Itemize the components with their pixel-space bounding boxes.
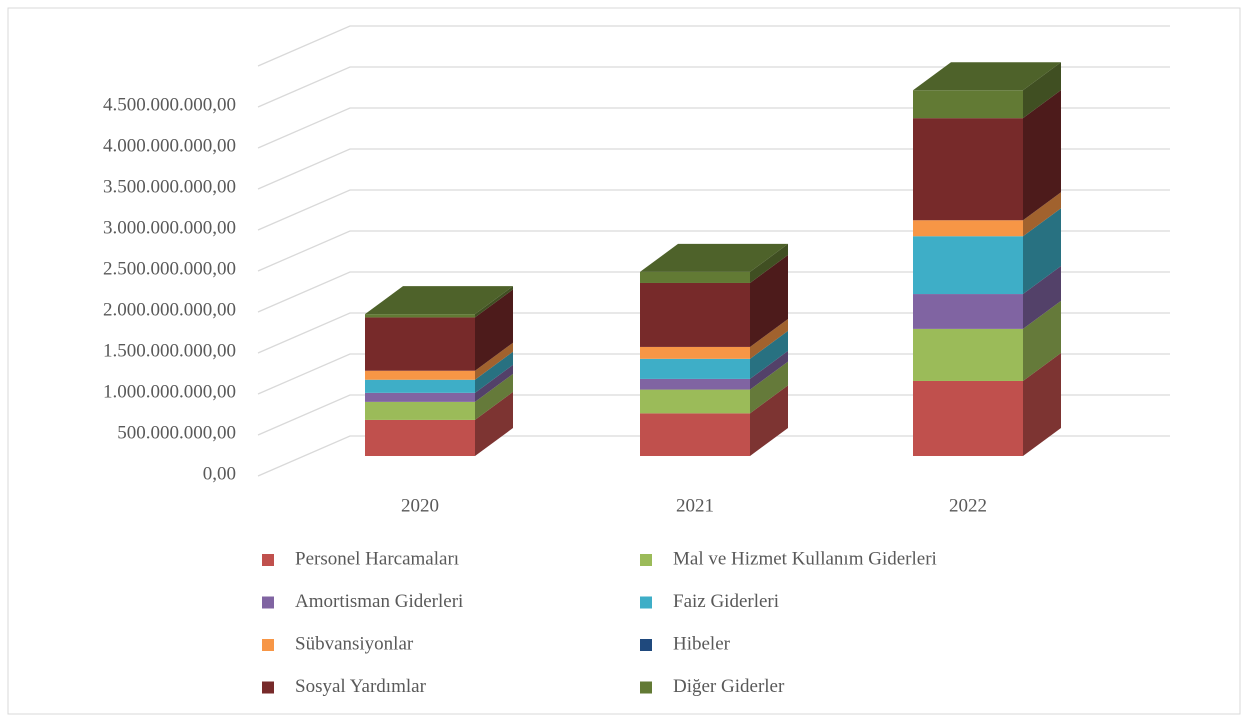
bar-side <box>1023 352 1061 456</box>
legend-swatch <box>262 596 274 609</box>
y-tick-label: 0,00 <box>203 463 236 484</box>
bar-segment <box>640 282 750 347</box>
legend-label: Faiz Giderleri <box>673 591 779 612</box>
bar-side <box>750 318 788 359</box>
bar-top <box>365 286 513 315</box>
y-tick-label: 2.000.000.000,00 <box>103 299 236 320</box>
bar-side <box>1023 62 1061 119</box>
y-tick-label: 1.500.000.000,00 <box>103 340 236 361</box>
bar-segment <box>913 380 1023 456</box>
bar-top <box>640 243 788 272</box>
bar-segment <box>913 220 1023 237</box>
grid-line <box>257 189 1170 231</box>
bar-segment <box>640 413 750 456</box>
bar-segment <box>913 90 1023 119</box>
bar-side <box>750 361 788 414</box>
x-tick-label: 2021 <box>676 495 714 516</box>
y-tick-label: 500.000.000,00 <box>117 422 236 443</box>
x-tick-label: 2022 <box>949 495 987 516</box>
grid-line <box>257 148 1170 190</box>
legend-label: Sosyal Yardımlar <box>295 676 427 697</box>
x-tick-label: 2020 <box>401 495 439 516</box>
bar-side <box>1023 192 1061 237</box>
grid-line <box>257 353 1170 395</box>
bar-side <box>1023 208 1061 295</box>
legend-swatch <box>262 681 274 694</box>
bar-segment <box>640 389 750 414</box>
bar-side <box>475 373 513 420</box>
bar-top <box>913 62 1061 91</box>
bar-side <box>475 286 513 318</box>
bar-segment <box>913 118 1023 221</box>
bar-segment <box>640 358 750 379</box>
grid-line <box>257 107 1170 149</box>
legend-label: Diğer Giderler <box>673 676 785 697</box>
legend-swatch <box>640 596 652 609</box>
y-tick-label: 4.500.000.000,00 <box>103 94 236 115</box>
grid-line <box>257 66 1170 108</box>
legend-swatch <box>640 554 652 566</box>
y-tick-label: 3.500.000.000,00 <box>103 176 236 197</box>
legend-swatch <box>640 639 652 651</box>
legend-label: Personel Harcamaları <box>295 548 459 569</box>
bar-side <box>750 254 788 347</box>
legend-swatch <box>262 639 274 651</box>
bar-side <box>475 364 513 402</box>
bar-segment <box>365 392 475 402</box>
bar-segment <box>365 317 475 371</box>
grid-line <box>257 271 1170 313</box>
bar-side <box>475 351 513 393</box>
bar-side <box>1023 300 1061 381</box>
y-tick-label: 2.500.000.000,00 <box>103 258 236 279</box>
bar-side <box>1023 90 1061 221</box>
bar-segment <box>365 314 475 318</box>
legend-swatch <box>262 554 274 566</box>
bar-segment <box>640 346 750 359</box>
grid-line <box>257 394 1170 436</box>
bar-side <box>750 350 788 390</box>
bar-side <box>1023 266 1061 329</box>
grid-line <box>257 25 1170 67</box>
bar-side <box>475 342 513 380</box>
bar-segment <box>640 378 750 390</box>
bar-segment <box>640 271 750 283</box>
grid-line <box>257 230 1170 272</box>
grid-line <box>257 312 1170 354</box>
bar-side <box>475 289 513 371</box>
y-tick-label: 3.000.000.000,00 <box>103 217 236 238</box>
y-tick-label: 1.000.000.000,00 <box>103 381 236 402</box>
legend-swatch <box>640 681 652 694</box>
legend-label: Amortisman Giderleri <box>295 591 463 612</box>
bar-segment <box>365 379 475 393</box>
bar-side <box>750 385 788 456</box>
y-tick-label: 4.000.000.000,00 <box>103 135 236 156</box>
bar-segment <box>365 401 475 420</box>
legend-label: Sübvansiyonlar <box>295 633 414 654</box>
bar-side <box>475 391 513 456</box>
bar-segment <box>913 328 1023 381</box>
grid-line <box>257 435 1170 477</box>
bar-side <box>750 243 788 283</box>
legend-label: Hibeler <box>673 633 731 654</box>
bar-segment <box>365 419 475 456</box>
bar-segment <box>913 236 1023 295</box>
bar-segment <box>365 370 475 380</box>
bar-side <box>750 330 788 379</box>
bar-segment <box>913 294 1023 329</box>
legend-label: Mal ve Hizmet Kullanım Giderleri <box>673 548 937 569</box>
